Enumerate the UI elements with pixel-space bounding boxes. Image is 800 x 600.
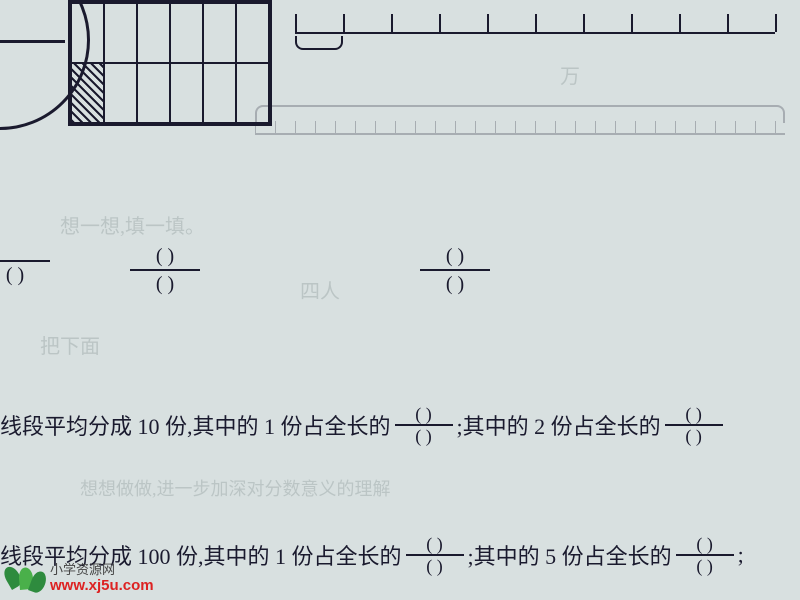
- number-line-brace: [295, 36, 343, 50]
- number-line2-tick: [695, 121, 696, 133]
- number-line-tick: [487, 14, 489, 32]
- inline-fraction-blank: ( ) ( ): [395, 405, 453, 445]
- number-line2-tick: [395, 121, 396, 133]
- fraction-den: ( ): [696, 557, 713, 575]
- ghost-text: 想一想,填一填。: [60, 210, 205, 239]
- grid-cell: [71, 3, 104, 63]
- fraction-blank-1: ( ) ( ): [130, 245, 200, 295]
- grid-row: [71, 63, 269, 123]
- ghost-text: 想想做做,进一步加深对分数意义的理解: [80, 475, 391, 501]
- number-line2-tick: [715, 121, 716, 133]
- number-line-tick: [439, 14, 441, 32]
- number-line-faded: [255, 115, 785, 155]
- number-line2-tick: [315, 121, 316, 133]
- grid-cell: [236, 3, 269, 63]
- fraction-num: ( ): [696, 535, 713, 553]
- q2-mid: ;其中的 5 份占全长的: [468, 539, 672, 571]
- number-line2-tick: [415, 121, 416, 133]
- number-line2-tick: [775, 121, 776, 133]
- fraction-den: ( ): [426, 557, 443, 575]
- number-line-tick: [631, 14, 633, 32]
- number-line2-tick: [435, 121, 436, 133]
- number-line-tick: [679, 14, 681, 32]
- fraction-den: ( ): [446, 273, 464, 295]
- number-line2-tick: [515, 121, 516, 133]
- number-line2-tick: [475, 121, 476, 133]
- number-line-tick: [583, 14, 585, 32]
- number-line2-tick: [355, 121, 356, 133]
- number-line2-tick: [255, 121, 256, 133]
- number-line-tick: [343, 14, 345, 32]
- fraction-num: ( ): [446, 245, 464, 267]
- grid-cell: [137, 63, 170, 123]
- grid-cell: [203, 3, 236, 63]
- fraction-den: ( ): [156, 273, 174, 295]
- number-line2-tick: [295, 121, 296, 133]
- number-line-tick: [295, 14, 297, 32]
- number-line2-tick: [535, 121, 536, 133]
- circle-horizontal-line: [0, 40, 65, 43]
- ghost-text: 四人: [300, 275, 340, 304]
- number-line2-tick: [615, 121, 616, 133]
- fraction-blank-2: ( ) ( ): [420, 245, 490, 295]
- number-line-axis: [295, 32, 775, 34]
- watermark-url: www.xj5u.com: [50, 578, 154, 595]
- number-line2-tick: [755, 121, 756, 133]
- number-line2-tick: [455, 121, 456, 133]
- number-line: [295, 10, 775, 40]
- number-line2-tick: [575, 121, 576, 133]
- number-line2-tick: [635, 121, 636, 133]
- ghost-text: 万: [560, 60, 580, 89]
- number-line-tick: [727, 14, 729, 32]
- grid-cell-hatched: [71, 63, 104, 123]
- fraction-den: ( ): [6, 264, 24, 286]
- fraction-den: ( ): [415, 427, 432, 445]
- fraction-num: ( ): [685, 405, 702, 423]
- number-line2-tick: [595, 121, 596, 133]
- grid-cell: [203, 63, 236, 123]
- q1-mid: ;其中的 2 份占全长的: [457, 409, 661, 441]
- number-line2-tick: [655, 121, 656, 133]
- number-line2-tick: [275, 121, 276, 133]
- number-line2-tick: [675, 121, 676, 133]
- fraction-grid: [68, 0, 272, 126]
- fraction-num: ( ): [415, 405, 432, 423]
- grid-cell: [137, 3, 170, 63]
- inline-fraction-blank: ( ) ( ): [676, 535, 734, 575]
- number-line2-axis: [255, 133, 785, 135]
- number-line-tick: [535, 14, 537, 32]
- question-line-1: 线段平均分成 10 份,其中的 1 份占全长的 ( ) ( ) ;其中的 2 份…: [0, 405, 727, 445]
- grid-cell: [104, 63, 137, 123]
- number-line-tick: [775, 14, 777, 32]
- watermark-cn: 小学资源网: [50, 563, 154, 577]
- watermark: 小学资源网 www.xj5u.com: [6, 558, 154, 594]
- grid-row: [71, 3, 269, 63]
- fraction-den: ( ): [685, 427, 702, 445]
- q2-tail: ;: [738, 542, 744, 568]
- number-line2-tick: [335, 121, 336, 133]
- ghost-text: 把下面: [40, 330, 100, 359]
- number-line2-tick: [375, 121, 376, 133]
- fraction-blank-0: ( ): [0, 258, 50, 286]
- inline-fraction-blank: ( ) ( ): [665, 405, 723, 445]
- watermark-text: 小学资源网 www.xj5u.com: [50, 563, 154, 594]
- grid-cell: [170, 63, 203, 123]
- q1-prefix: 线段平均分成 10 份,其中的 1 份占全长的: [0, 409, 391, 441]
- watermark-logo: [6, 558, 46, 594]
- grid-cell: [104, 3, 137, 63]
- fraction-num: ( ): [426, 535, 443, 553]
- fraction-num: ( ): [156, 245, 174, 267]
- number-line2-tick: [495, 121, 496, 133]
- grid-cell: [170, 3, 203, 63]
- number-line-tick: [391, 14, 393, 32]
- number-line2-tick: [555, 121, 556, 133]
- inline-fraction-blank: ( ) ( ): [406, 535, 464, 575]
- worksheet-page: ( ) ( ) ( ) ( ) ( ) 线段平均分成 10 份,其中的 1 份占…: [0, 0, 800, 600]
- number-line2-tick: [735, 121, 736, 133]
